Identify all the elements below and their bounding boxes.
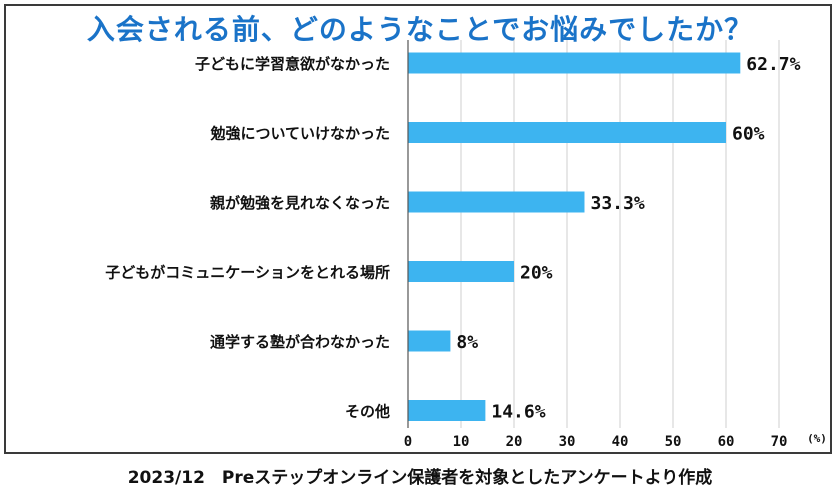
axis-layer: 0 10 20 30 40 50 60 70 (%) — [404, 40, 827, 450]
bar-6 — [408, 400, 486, 421]
bar-layer — [408, 52, 741, 421]
source-note: 2023/12 Preステップオンライン保護者を対象としたアンケートより作成 — [127, 468, 713, 488]
value-label: 62.7% — [746, 54, 800, 75]
x-tick-label: 60 — [718, 434, 735, 450]
bar-4 — [408, 261, 514, 282]
x-tick-label: 40 — [612, 434, 629, 450]
x-unit-label: (%) — [807, 432, 827, 445]
category-label: 親が勉強を見れなくなった — [210, 194, 390, 212]
x-tick-label: 0 — [404, 434, 412, 450]
x-tick-label: 50 — [665, 434, 682, 450]
bar-5 — [408, 330, 451, 352]
category-label: 勉強についていけなかった — [209, 125, 390, 143]
value-label: 60% — [732, 124, 765, 145]
grid-layer — [460, 40, 780, 428]
x-tick-label: 70 — [771, 434, 788, 450]
chart-frame — [4, 4, 832, 454]
x-tick-label: 10 — [453, 434, 470, 450]
bar-2 — [408, 122, 726, 143]
chart-title: 入会される前、どのようなことでお悩みでしたか？ — [86, 13, 754, 46]
value-label: 8% — [456, 332, 478, 353]
x-tick-label: 20 — [506, 434, 523, 450]
value-label: 14.6% — [491, 402, 545, 423]
bar-3 — [408, 191, 585, 213]
category-label: 子どもに学習意欲がなかった — [195, 55, 390, 73]
label-layer: 子どもに学習意欲がなかった 62.7% 勉強についていけなかった 60% 親が勉強を見れ… — [105, 54, 800, 423]
bar-1 — [408, 52, 741, 74]
category-label: その他 — [345, 403, 390, 421]
category-label: 子どもがコミュニケーションをとれる場所 — [105, 264, 390, 282]
category-label: 通学する塾が合わなかった — [210, 333, 390, 351]
value-label: 33.3% — [590, 193, 644, 214]
value-label: 20% — [520, 263, 553, 284]
x-tick-label: 30 — [559, 434, 576, 450]
